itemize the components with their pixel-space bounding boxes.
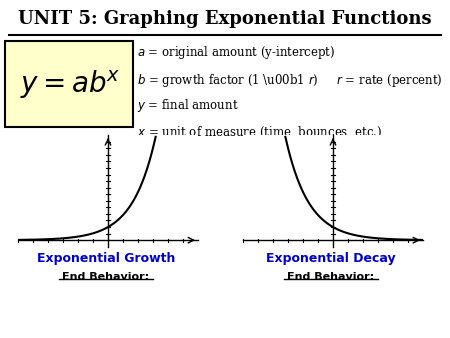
Text: UNIT 5: Graphing Exponential Functions: UNIT 5: Graphing Exponential Functions — [18, 10, 432, 28]
Text: End Behavior:: End Behavior: — [62, 272, 149, 282]
Text: $\mathbf{\mathit{y}}$ = final amount: $\mathbf{\mathit{y}}$ = final amount — [137, 97, 239, 114]
Text: $\mathbf{\mathit{b}}$ = growth factor (1 \u00b1 $\mathbf{\mathit{r}}$)     $\mat: $\mathbf{\mathit{b}}$ = growth factor (1… — [137, 72, 443, 89]
Text: Exponential Growth: Exponential Growth — [36, 252, 175, 265]
FancyBboxPatch shape — [4, 41, 133, 127]
Text: $\mathbf{\mathit{y = ab}}^{\mathbf{\mathit{x}}}$: $\mathbf{\mathit{y = ab}}^{\mathbf{\math… — [20, 69, 120, 101]
Text: Exponential Decay: Exponential Decay — [266, 252, 396, 265]
Text: End Behavior:: End Behavior: — [287, 272, 374, 282]
Text: $\mathbf{\mathit{x}}$ = unit of measure (time, bounces, etc.): $\mathbf{\mathit{x}}$ = unit of measure … — [137, 124, 382, 140]
Text: $\mathbf{\mathit{a}}$ = original amount (y-intercept): $\mathbf{\mathit{a}}$ = original amount … — [137, 44, 336, 61]
